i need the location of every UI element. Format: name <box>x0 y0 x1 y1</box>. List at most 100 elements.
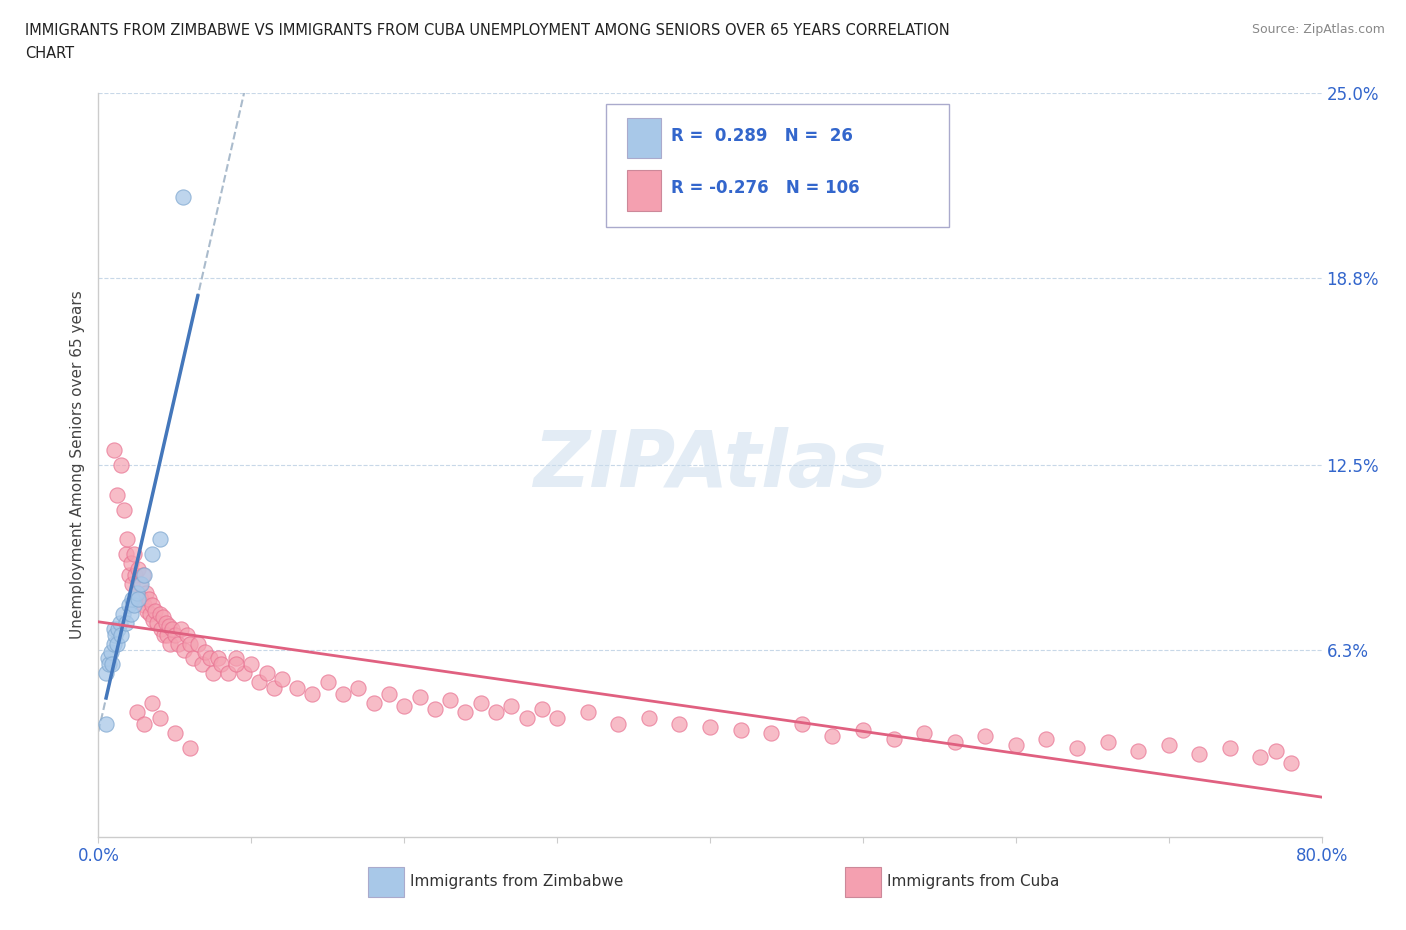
Point <box>943 735 966 750</box>
Point <box>145 616 167 631</box>
Point <box>821 728 844 743</box>
Point <box>332 686 354 701</box>
Point <box>111 606 134 621</box>
Point <box>108 616 131 631</box>
Point <box>125 586 148 601</box>
Point <box>134 597 156 612</box>
Point <box>127 562 149 577</box>
Text: Source: ZipAtlas.com: Source: ZipAtlas.com <box>1251 23 1385 36</box>
Point <box>1188 746 1211 761</box>
Point <box>159 636 181 651</box>
Point <box>637 711 661 725</box>
Point <box>129 591 152 606</box>
Point <box>1128 743 1150 758</box>
Point <box>485 705 508 720</box>
Text: Immigrants from Zimbabwe: Immigrants from Zimbabwe <box>411 874 624 889</box>
Point <box>852 723 875 737</box>
Point <box>270 671 292 686</box>
Point <box>225 657 247 671</box>
Point <box>347 681 370 696</box>
Point <box>141 696 163 711</box>
Point <box>530 701 553 716</box>
Point <box>141 597 163 612</box>
Point <box>790 716 813 731</box>
Point <box>187 636 209 651</box>
Point <box>1279 755 1302 770</box>
Point <box>94 666 117 681</box>
Point <box>135 586 157 601</box>
Point <box>115 547 138 562</box>
Point <box>156 627 179 642</box>
Point <box>179 740 201 755</box>
Point <box>198 651 221 666</box>
Y-axis label: Unemployment Among Seniors over 65 years: Unemployment Among Seniors over 65 years <box>70 291 86 640</box>
Point <box>1219 740 1241 755</box>
Text: Immigrants from Cuba: Immigrants from Cuba <box>887 874 1060 889</box>
Point <box>105 487 128 502</box>
Point <box>408 690 430 705</box>
Point <box>240 657 263 671</box>
Point <box>150 621 173 636</box>
Point <box>110 627 132 642</box>
Point <box>1035 731 1057 746</box>
Point <box>160 621 183 636</box>
Point <box>423 701 446 716</box>
Point <box>167 636 190 651</box>
Point <box>125 586 148 601</box>
Point <box>121 591 143 606</box>
Point <box>122 547 145 562</box>
Point <box>136 604 159 618</box>
Point <box>117 532 139 547</box>
Point <box>128 577 150 591</box>
Point <box>149 711 172 725</box>
Point <box>439 693 461 708</box>
Point <box>181 651 204 666</box>
Point <box>470 696 492 711</box>
Point <box>392 698 416 713</box>
Point <box>120 606 142 621</box>
Point <box>172 190 194 205</box>
FancyBboxPatch shape <box>627 117 661 158</box>
Point <box>759 725 782 740</box>
Point <box>94 716 117 731</box>
Point <box>115 616 138 631</box>
Text: ZIPAtlas: ZIPAtlas <box>533 427 887 503</box>
Point <box>1097 735 1119 750</box>
Point <box>202 666 225 681</box>
Point <box>191 657 214 671</box>
Point <box>546 711 568 725</box>
Point <box>1249 750 1271 764</box>
Point <box>232 666 254 681</box>
Point <box>301 686 323 701</box>
Point <box>194 645 217 660</box>
Point <box>247 675 270 690</box>
Point <box>217 666 239 681</box>
Point <box>209 657 232 671</box>
Point <box>157 618 180 633</box>
Point <box>120 556 142 571</box>
Point <box>118 567 141 582</box>
Point <box>454 705 477 720</box>
Point <box>256 666 278 681</box>
Point <box>363 696 385 711</box>
Point <box>142 612 165 627</box>
Point <box>263 681 285 696</box>
Point <box>134 567 156 582</box>
FancyBboxPatch shape <box>367 867 404 897</box>
Point <box>101 657 124 671</box>
Point <box>112 502 135 517</box>
Point <box>124 567 146 582</box>
FancyBboxPatch shape <box>606 104 949 227</box>
Point <box>143 604 166 618</box>
Point <box>138 591 160 606</box>
Point <box>516 711 538 725</box>
Point <box>607 716 630 731</box>
Point <box>149 532 172 547</box>
Point <box>699 720 721 735</box>
Point <box>1004 737 1026 752</box>
Text: IMMIGRANTS FROM ZIMBABWE VS IMMIGRANTS FROM CUBA UNEMPLOYMENT AMONG SENIORS OVER: IMMIGRANTS FROM ZIMBABWE VS IMMIGRANTS F… <box>25 23 950 38</box>
Point <box>155 616 177 631</box>
Point <box>163 725 186 740</box>
Point <box>141 547 163 562</box>
Point <box>974 728 997 743</box>
